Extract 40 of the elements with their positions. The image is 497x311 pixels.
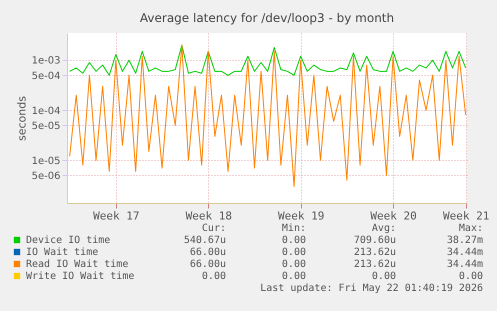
text: Avg: (372, 223, 396, 234)
text: 0.00 (372, 271, 396, 282)
text: 0.00 (282, 247, 306, 258)
text: 213.62u (354, 259, 396, 270)
text: Min: (282, 223, 306, 234)
y-tick-label: 5e-06 (32, 170, 60, 182)
y-tick-label: 1e-03 (32, 56, 60, 67)
text: 66.00u (190, 259, 226, 270)
text: 34.44m (446, 247, 483, 258)
text: Cur: (202, 223, 226, 234)
x-tick-label: Week 19 (278, 210, 324, 222)
y-tick-label: 5e-04 (32, 70, 60, 82)
text: 38.27m (446, 235, 483, 246)
y-axis-title: seconds (16, 96, 29, 141)
text: Last update: Fri May 22 01:40:19 2026 (260, 283, 483, 294)
legend-label: IO Wait time (26, 247, 98, 258)
text: 0.00 (282, 259, 306, 270)
line-series (69, 44, 466, 187)
text: 709.60u (354, 235, 396, 246)
x-tick-label: Week 17 (93, 210, 140, 222)
text: Max: (458, 223, 483, 234)
text: 213.62u (354, 247, 396, 258)
text: 0.00 (282, 235, 306, 246)
text: 0.00 (282, 271, 306, 282)
y-tick-label: 1e-05 (32, 156, 60, 167)
text: 540.67u (184, 235, 226, 246)
x-tick-label: Week 21 (443, 210, 490, 222)
y-tick-label: 1e-04 (32, 106, 60, 117)
text: 66.00u (190, 247, 226, 258)
text: 0.00 (458, 271, 483, 282)
line-series (69, 44, 466, 76)
x-tick-label: Week 18 (186, 210, 232, 222)
chart-title: Average latency for /dev/loop3 - by month (140, 11, 394, 25)
text: 34.44m (446, 259, 483, 270)
x-tick-label: Week 20 (370, 210, 417, 222)
legend-label: Device IO time (26, 235, 110, 246)
legend-label: Write IO Wait time (26, 271, 134, 282)
legend-label: Read IO Wait time (26, 259, 128, 270)
y-tick-label: 5e-05 (32, 120, 60, 132)
text: 0.00 (202, 271, 226, 282)
